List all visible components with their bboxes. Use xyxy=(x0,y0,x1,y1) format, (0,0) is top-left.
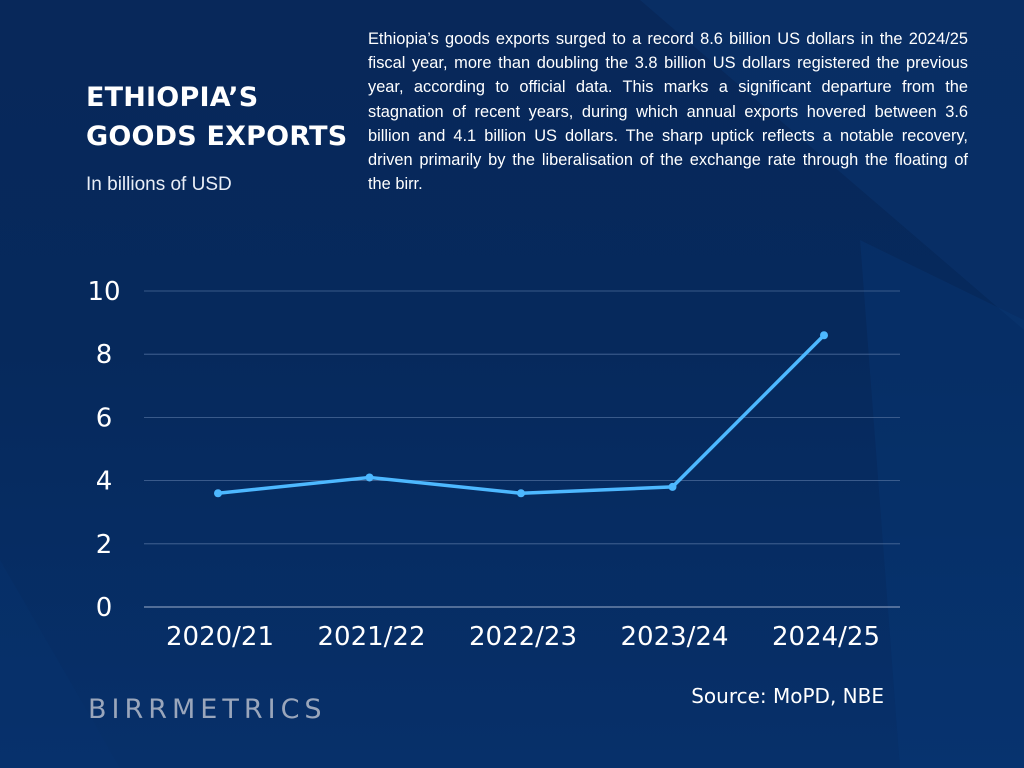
y-tick-label: 10 xyxy=(87,277,120,307)
x-tick-label: 2020/21 xyxy=(166,622,274,652)
x-tick-label: 2022/23 xyxy=(469,622,577,652)
series-exports xyxy=(214,331,828,498)
x-tick-label: 2023/24 xyxy=(620,622,728,652)
data-point-2021-22 xyxy=(365,473,374,482)
chart-title: ETHIOPIA’S GOODS EXPORTS xyxy=(86,82,348,152)
series-line xyxy=(216,333,826,495)
data-point-2020-21 xyxy=(214,489,222,498)
chart-subtitle: In billions of USD xyxy=(86,174,232,195)
data-point-2024-25 xyxy=(820,331,828,340)
data-point-2023-24 xyxy=(668,482,677,491)
y-tick-label: 4 xyxy=(96,467,113,497)
data-point-2022-23 xyxy=(517,489,525,498)
description-paragraph: Ethiopia’s goods exports surged to a rec… xyxy=(368,30,968,194)
brand-logo-text: BIRRMETRICS xyxy=(88,694,327,725)
grid-lines xyxy=(144,290,900,608)
x-tick-labels: 2020/21 2021/22 2022/23 2023/24 2024/25 xyxy=(166,622,880,652)
y-tick-label: 2 xyxy=(96,530,113,560)
x-tick-label: 2024/25 xyxy=(772,622,880,652)
x-tick-label: 2021/22 xyxy=(317,622,425,652)
y-tick-labels: 0 2 4 6 8 10 xyxy=(87,277,120,623)
y-tick-label: 0 xyxy=(96,593,113,623)
y-tick-label: 6 xyxy=(96,403,113,433)
source-note: Source: MoPD, NBE xyxy=(691,684,884,708)
y-tick-label: 8 xyxy=(96,340,113,370)
